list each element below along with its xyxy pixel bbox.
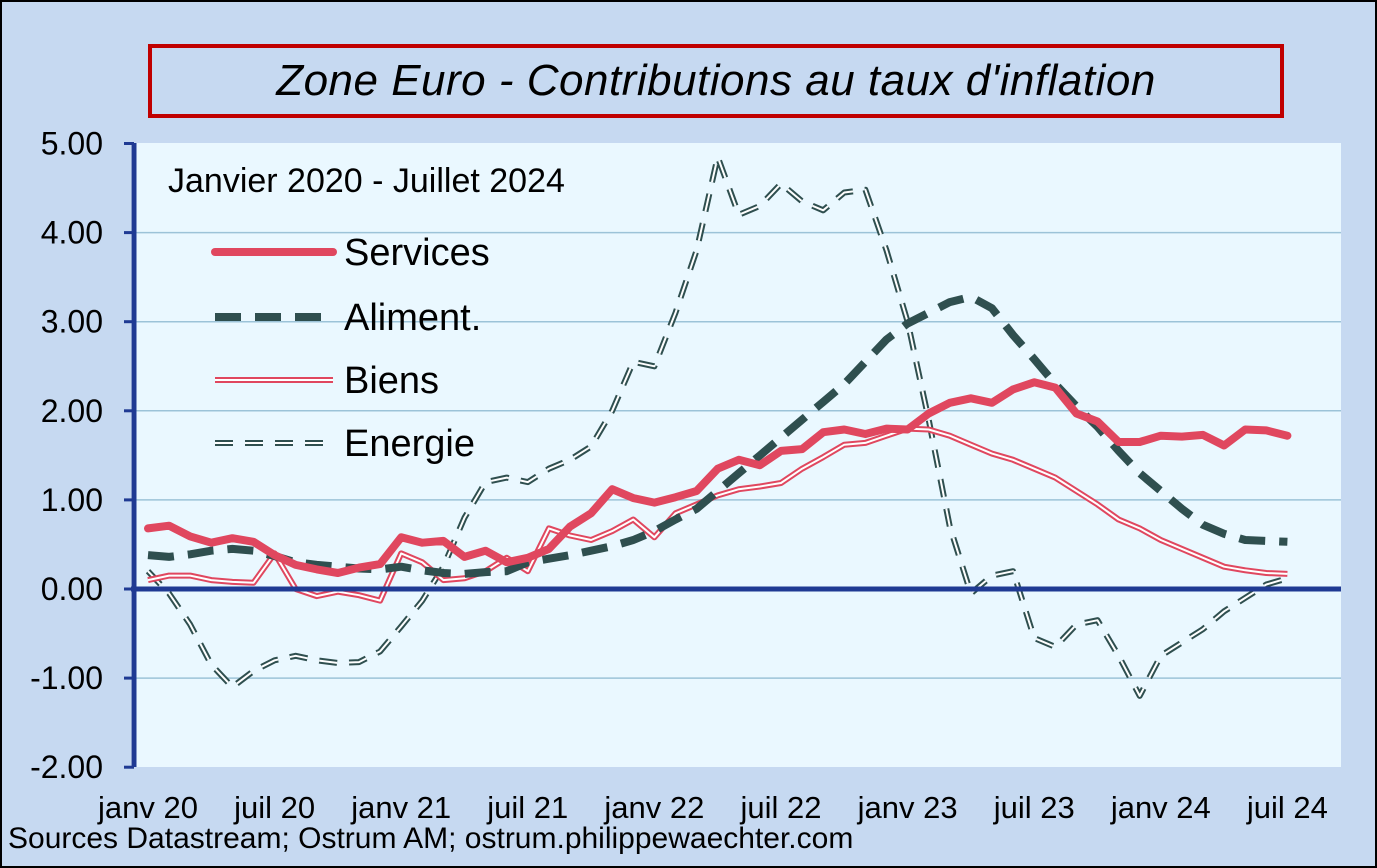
- x-tick-label: juil 21: [486, 790, 568, 825]
- x-tick-label: janv 21: [350, 790, 451, 825]
- series-line-biens: [147, 425, 1288, 604]
- y-tick-label: 0.00: [41, 571, 103, 607]
- y-tick-label: 1.00: [41, 482, 103, 518]
- plot-area: [131, 143, 1341, 767]
- series-line-energie: [145, 153, 1289, 699]
- chart-subtitle: Janvier 2020 - Juillet 2024: [168, 162, 565, 200]
- legend-label-energie: Energie: [344, 423, 475, 465]
- source-note: Sources Datastream; Ostrum AM; ostrum.ph…: [8, 822, 854, 855]
- y-tick-label: -1.00: [30, 660, 103, 696]
- x-tick-label: juil 22: [740, 790, 822, 825]
- chart-title-box: Zone Euro - Contributions au taux d'infl…: [148, 44, 1284, 118]
- x-tick-labels: janv 20 juil 20 janv 21 juil 21 janv 22 juil …: [97, 790, 1328, 825]
- x-tick-label: juil 20: [233, 790, 315, 825]
- y-tick-label: -2.00: [30, 749, 103, 785]
- x-tick-label: janv 20: [97, 790, 198, 825]
- y-tick-label: 4.00: [41, 215, 103, 251]
- y-tick-label: 5.00: [41, 126, 103, 162]
- x-tick-label: juil 24: [1246, 790, 1328, 825]
- series-lines: [144, 153, 1292, 699]
- legend-label-biens: Biens: [344, 360, 439, 402]
- legend: Services Aliment. Biens Energie: [211, 232, 490, 465]
- legend-label-aliment: Aliment.: [344, 297, 481, 339]
- x-tick-label: juil 23: [993, 790, 1075, 825]
- y-tick-labels: 5.00 4.00 3.00 2.00 1.00 0.00 -1.00 -2.00: [30, 126, 103, 786]
- y-tick-label: 2.00: [41, 393, 103, 429]
- legend-label-services: Services: [344, 232, 490, 274]
- x-tick-label: janv 23: [857, 790, 958, 825]
- x-tick-label: janv 22: [603, 790, 704, 825]
- y-tick-label: 3.00: [41, 304, 103, 340]
- x-tick-label: janv 24: [1110, 790, 1211, 825]
- chart-title: Zone Euro - Contributions au taux d'infl…: [276, 56, 1156, 105]
- series-line-services: [144, 378, 1292, 577]
